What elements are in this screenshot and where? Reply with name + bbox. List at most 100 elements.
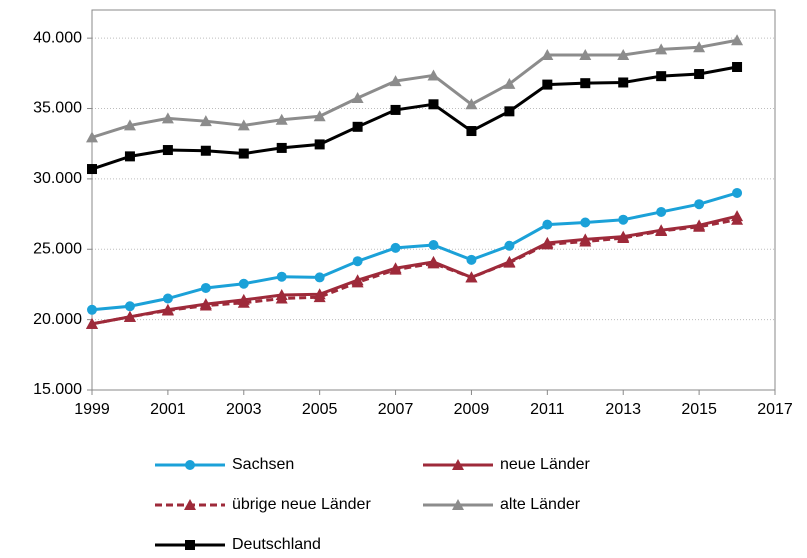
marker	[465, 98, 478, 110]
legend-label: Sachsen	[232, 456, 294, 473]
marker	[542, 219, 553, 230]
marker	[123, 310, 136, 322]
marker	[162, 293, 173, 304]
y-tick-label: 15.000	[33, 381, 82, 398]
marker	[352, 256, 363, 267]
x-tick-label: 1999	[74, 401, 110, 418]
marker	[503, 77, 516, 89]
marker	[124, 301, 135, 312]
marker	[390, 104, 401, 115]
legend-label: übrige neue Länder	[232, 496, 371, 513]
marker	[656, 71, 667, 82]
marker	[352, 121, 363, 132]
marker	[542, 79, 553, 90]
marker	[390, 242, 401, 253]
marker	[86, 317, 98, 329]
y-tick-label: 35.000	[33, 100, 82, 117]
marker	[389, 75, 402, 87]
marker	[504, 240, 515, 251]
marker	[275, 292, 288, 304]
marker	[428, 99, 439, 110]
marker	[656, 206, 667, 217]
marker	[87, 164, 97, 175]
marker	[541, 238, 554, 250]
marker	[580, 78, 591, 89]
marker	[86, 131, 98, 143]
marker	[161, 112, 174, 124]
marker	[655, 224, 668, 236]
marker	[579, 235, 592, 247]
marker	[314, 139, 325, 150]
marker	[465, 271, 478, 283]
marker	[618, 77, 629, 88]
marker	[124, 151, 135, 162]
marker	[731, 34, 744, 46]
marker	[731, 213, 744, 225]
series	[87, 187, 743, 315]
y-tick-label: 20.000	[33, 311, 82, 328]
marker	[200, 145, 211, 156]
marker	[276, 142, 287, 153]
marker	[238, 278, 249, 289]
marker	[185, 540, 195, 550]
marker	[313, 110, 326, 122]
series-line	[91, 218, 738, 326]
marker	[200, 282, 211, 293]
series-line	[91, 191, 738, 312]
marker	[313, 291, 326, 303]
y-tick-label: 25.000	[33, 240, 82, 257]
series-line	[91, 65, 738, 171]
marker	[732, 62, 743, 72]
marker	[314, 272, 325, 283]
marker	[694, 69, 705, 80]
marker	[452, 459, 464, 470]
marker	[427, 69, 440, 81]
x-tick-label: 2003	[226, 401, 262, 418]
x-tick-label: 2005	[302, 401, 338, 418]
x-tick-label: 2013	[605, 401, 641, 418]
marker	[351, 91, 364, 103]
series	[86, 213, 744, 329]
marker	[389, 263, 402, 275]
marker	[693, 41, 706, 53]
legend-label: alte Länder	[500, 496, 581, 513]
x-tick-label: 2007	[378, 401, 414, 418]
x-tick-label: 2017	[757, 401, 793, 418]
marker	[351, 276, 364, 288]
series-line	[91, 38, 738, 139]
marker	[693, 220, 706, 232]
marker	[238, 148, 249, 159]
marker	[185, 460, 195, 470]
marker	[237, 296, 250, 308]
marker	[655, 43, 668, 55]
marker	[276, 271, 287, 282]
marker	[275, 113, 288, 125]
x-tick-label: 2011	[530, 401, 565, 418]
y-tick-label: 40.000	[33, 29, 82, 46]
marker	[732, 187, 743, 198]
legend-label: Deutschland	[232, 536, 321, 553]
y-tick-label: 30.000	[33, 170, 82, 187]
marker	[504, 106, 515, 117]
marker	[618, 214, 629, 225]
marker	[87, 304, 97, 315]
marker	[579, 49, 592, 61]
series	[87, 62, 743, 175]
marker	[617, 232, 630, 243]
plot-frame	[91, 9, 776, 391]
marker	[123, 119, 136, 131]
marker	[617, 49, 630, 61]
marker	[466, 254, 477, 265]
marker	[184, 499, 196, 510]
marker	[694, 199, 705, 210]
x-tick-label: 2015	[681, 401, 717, 418]
marker	[199, 115, 212, 127]
marker	[237, 119, 250, 131]
marker	[452, 499, 464, 510]
marker	[199, 299, 212, 311]
marker	[541, 49, 554, 61]
marker	[162, 145, 173, 156]
marker	[503, 256, 516, 268]
